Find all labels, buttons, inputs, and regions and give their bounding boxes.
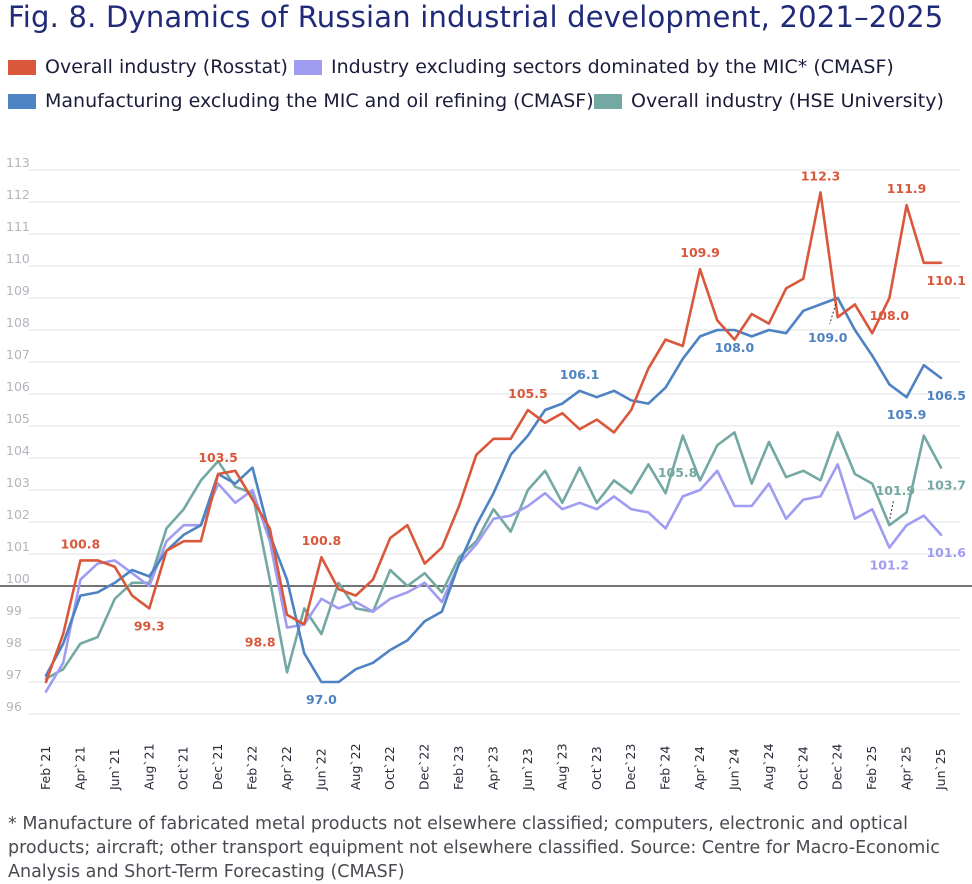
data-label-109-0: 109.0 xyxy=(808,330,848,345)
x-tick-label-Jun`23: Jun`23 xyxy=(520,748,535,791)
x-tick-label-Dec`21: Dec`21 xyxy=(210,744,225,790)
data-label-112-3: 112.3 xyxy=(801,168,841,183)
x-tick-label-Jun`22: Jun`22 xyxy=(313,748,328,791)
legend-swatch-hse xyxy=(594,93,622,109)
data-label-101-6: 101.6 xyxy=(926,545,966,560)
legend-swatch-rosstat xyxy=(8,59,36,75)
data-label-101-9: 101.9 xyxy=(876,483,916,498)
y-tick-label-106: 106 xyxy=(6,379,30,394)
y-tick-label-99: 99 xyxy=(6,603,22,618)
series-line-1 xyxy=(44,463,943,693)
data-label-106-1: 106.1 xyxy=(560,367,600,382)
y-tick-label-111: 111 xyxy=(6,219,30,234)
legend-label-rosstat: Overall industry (Rosstat) xyxy=(45,56,288,78)
y-tick-label-97: 97 xyxy=(6,667,22,682)
x-tick-label-Apr`22: Apr`22 xyxy=(279,746,294,790)
x-tick-label-Jun`25: Jun`25 xyxy=(933,748,948,791)
y-tick-label-101: 101 xyxy=(6,539,30,554)
x-tick-label-Jun`24: Jun`24 xyxy=(726,748,741,791)
x-tick-label-Dec`23: Dec`23 xyxy=(623,744,638,790)
x-tick-label-Aug`24: Aug`24 xyxy=(761,743,776,790)
legend-swatch-cmasf-manufacturing xyxy=(8,93,36,109)
y-tick-label-100: 100 xyxy=(6,571,30,586)
legend-item-cmasf-manufacturing: Manufacturing excluding the MIC and oil … xyxy=(8,90,594,112)
x-tick-label-Aug`21: Aug`21 xyxy=(141,743,156,790)
data-label-97-0: 97.0 xyxy=(306,692,337,707)
x-tick-label-Feb`25: Feb`25 xyxy=(864,746,879,790)
data-label-105-8: 105.8 xyxy=(658,465,698,480)
chart-title: Fig. 8. Dynamics of Russian industrial d… xyxy=(8,0,944,34)
leader-line-109-0 xyxy=(829,303,837,325)
data-label-103-7: 103.7 xyxy=(926,478,966,493)
y-tick-label-108: 108 xyxy=(6,315,30,330)
legend-item-cmasf-excl-mic: Industry excluding sectors dominated by … xyxy=(294,56,894,78)
y-tick-label-110: 110 xyxy=(6,251,30,266)
data-label-101-2: 101.2 xyxy=(870,558,910,573)
y-tick-label-104: 104 xyxy=(6,443,30,458)
series-line-3 xyxy=(44,431,943,681)
y-tick-label-107: 107 xyxy=(6,347,30,362)
x-tick-label-Aug`22: Aug`22 xyxy=(348,743,363,790)
x-tick-label-Aug`23: Aug`23 xyxy=(554,743,569,790)
y-tick-label-103: 103 xyxy=(6,475,30,490)
y-tick-label-112: 112 xyxy=(6,187,30,202)
data-label-108-0: 108.0 xyxy=(870,308,910,323)
x-tick-label-Feb`24: Feb`24 xyxy=(658,746,673,790)
leader-line-101-9 xyxy=(888,501,894,522)
x-tick-label-Apr`21: Apr`21 xyxy=(72,746,87,790)
x-tick-label-Feb`22: Feb`22 xyxy=(245,746,260,790)
x-tick-label-Oct`23: Oct`23 xyxy=(589,746,604,790)
x-tick-label-Jun`21: Jun`21 xyxy=(107,748,122,791)
data-label-111-9: 111.9 xyxy=(887,181,927,196)
x-tick-label-Oct`24: Oct`24 xyxy=(795,746,810,790)
legend-label-cmasf-excl-mic: Industry excluding sectors dominated by … xyxy=(331,56,894,78)
data-label-108-0: 108.0 xyxy=(715,340,755,355)
data-label-109-9: 109.9 xyxy=(680,245,720,260)
data-label-99-3: 99.3 xyxy=(134,618,165,633)
data-label-110-1: 110.1 xyxy=(926,273,966,288)
legend-label-hse: Overall industry (HSE University) xyxy=(631,90,944,112)
y-tick-label-98: 98 xyxy=(6,635,22,650)
line-chart: 96 97 98 99 100 101 102 103 104 105 106 107 108 109 11… xyxy=(0,155,972,791)
data-label-100-8: 100.8 xyxy=(302,533,342,548)
y-tick-label-105: 105 xyxy=(6,411,30,426)
x-tick-label-Apr`25: Apr`25 xyxy=(899,746,914,790)
series-line-2 xyxy=(44,296,943,684)
legend-label-cmasf-manufacturing: Manufacturing excluding the MIC and oil … xyxy=(45,90,594,112)
series-line-0 xyxy=(44,191,943,684)
x-tick-label-Apr`24: Apr`24 xyxy=(692,746,707,790)
x-tick-label-Dec`24: Dec`24 xyxy=(830,744,845,790)
data-label-98-8: 98.8 xyxy=(245,634,276,649)
footnote: * Manufacture of fabricated metal produc… xyxy=(8,814,940,882)
legend-item-rosstat: Overall industry (Rosstat) xyxy=(8,56,288,78)
legend-item-hse: Overall industry (HSE University) xyxy=(594,90,944,112)
y-tick-label-113: 113 xyxy=(6,155,30,170)
x-tick-label-Dec`22: Dec`22 xyxy=(417,744,432,790)
data-label-106-5: 106.5 xyxy=(926,388,966,403)
x-tick-label-Feb`21: Feb`21 xyxy=(38,746,53,790)
data-label-105-9: 105.9 xyxy=(887,407,927,422)
y-tick-label-96: 96 xyxy=(6,699,22,714)
x-tick-label-Apr`23: Apr`23 xyxy=(486,746,501,790)
data-label-100-8: 100.8 xyxy=(61,536,101,551)
x-tick-label-Oct`22: Oct`22 xyxy=(382,746,397,790)
data-label-103-5: 103.5 xyxy=(198,450,238,465)
legend-swatch-cmasf-excl-mic xyxy=(294,59,322,75)
y-tick-label-109: 109 xyxy=(6,283,30,298)
x-tick-label-Feb`23: Feb`23 xyxy=(451,746,466,790)
data-label-105-5: 105.5 xyxy=(508,386,548,401)
x-tick-label-Oct`21: Oct`21 xyxy=(176,746,191,790)
y-tick-label-102: 102 xyxy=(6,507,30,522)
